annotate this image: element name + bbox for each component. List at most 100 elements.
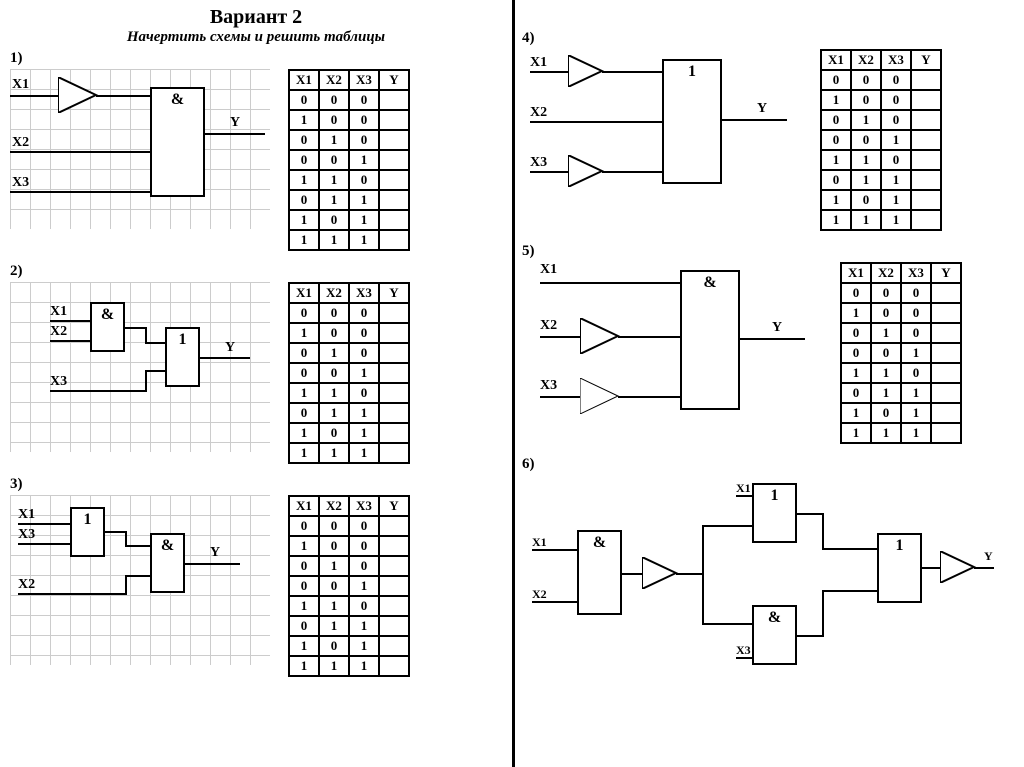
table-cell [379,130,409,150]
table-row: 001 [841,343,961,363]
problem-3-number: 3) [10,476,502,493]
label-x2: X2 [18,577,35,593]
table-header: X3 [349,283,379,303]
table-row: 000 [841,283,961,303]
table-cell: 0 [289,150,319,170]
table-cell: 1 [881,130,911,150]
table-cell: 0 [871,303,901,323]
table-cell: 1 [821,150,851,170]
table-cell: 1 [349,190,379,210]
buffer-icon [580,318,620,354]
table-cell: 1 [871,363,901,383]
table-row: 000 [289,516,409,536]
table-row: 100 [289,110,409,130]
table-row: 011 [841,383,961,403]
table-cell: 1 [319,130,349,150]
or-gate: 1 [752,483,797,543]
table-cell [379,343,409,363]
table-row: 010 [821,110,941,130]
table-cell: 0 [319,363,349,383]
table-cell [379,616,409,636]
table-cell: 1 [289,170,319,190]
problem-3-table: X1X2X3Y000100010001110011101111 [288,495,410,677]
table-cell [911,210,941,230]
label-y: Y [225,340,235,356]
problem-1-table: X1X2X3Y000100010001110011101111 [288,69,410,251]
table-cell: 1 [319,170,349,190]
table-cell: 0 [881,110,911,130]
table-cell: 0 [349,516,379,536]
label-x1: X1 [12,77,29,93]
label-x3: X3 [18,527,35,543]
table-cell: 1 [289,383,319,403]
table-cell: 1 [319,556,349,576]
table-cell [379,210,409,230]
or-gate: 1 [70,507,105,557]
table-cell: 1 [289,536,319,556]
table-cell [931,343,961,363]
table-header: X2 [319,70,349,90]
table-cell: 0 [349,596,379,616]
table-cell: 1 [349,576,379,596]
table-row: 011 [289,403,409,423]
table-cell [931,363,961,383]
buffer-icon [940,551,976,583]
table-cell: 0 [319,576,349,596]
table-cell: 0 [349,110,379,130]
table-cell [379,323,409,343]
buffer-icon [580,378,620,414]
table-row: 011 [289,616,409,636]
table-row: 111 [289,230,409,250]
table-cell [379,516,409,536]
table-cell: 0 [349,90,379,110]
table-cell: 1 [349,363,379,383]
problem-6-number: 6) [522,456,1014,473]
table-cell: 0 [289,343,319,363]
table-row: 010 [841,323,961,343]
table-cell: 1 [901,423,931,443]
table-cell [931,383,961,403]
table-cell: 0 [349,130,379,150]
problem-5: 5) X1 X2 X3 & Y X1X2X3Y000100 [522,243,1014,444]
buffer-icon [568,55,604,87]
table-cell [379,576,409,596]
table-cell: 0 [841,383,871,403]
table-cell: 0 [871,403,901,423]
table-cell: 0 [821,70,851,90]
table-header: X1 [289,70,319,90]
problem-2-number: 2) [10,263,502,280]
table-cell: 0 [881,150,911,170]
table-cell [379,363,409,383]
problem-1-number: 1) [10,50,502,67]
table-row: 001 [289,576,409,596]
table-cell: 1 [289,210,319,230]
table-cell: 0 [289,303,319,323]
table-row: 110 [289,596,409,616]
table-cell: 1 [289,323,319,343]
table-cell: 0 [289,363,319,383]
table-header: Y [931,263,961,283]
table-cell: 0 [349,303,379,323]
table-cell: 1 [319,343,349,363]
table-cell: 0 [901,283,931,303]
table-cell [911,170,941,190]
table-cell: 1 [881,210,911,230]
table-row: 010 [289,343,409,363]
table-header: Y [379,70,409,90]
table-row: 100 [289,323,409,343]
or-gate: 1 [165,327,200,387]
table-cell: 1 [289,230,319,250]
or-gate: 1 [877,533,922,603]
table-cell: 0 [319,303,349,323]
table-row: 110 [289,383,409,403]
table-cell: 0 [319,110,349,130]
table-header: X3 [349,496,379,516]
label-x1: X1 [532,535,547,550]
problem-4-schematic: X1 X2 X3 1 Y [522,49,802,219]
or-gate: 1 [662,59,722,184]
table-header: X2 [319,496,349,516]
table-row: 000 [289,90,409,110]
problem-5-table: X1X2X3Y000100010001110011101111 [840,262,962,444]
table-cell: 1 [319,616,349,636]
table-header: X3 [901,263,931,283]
